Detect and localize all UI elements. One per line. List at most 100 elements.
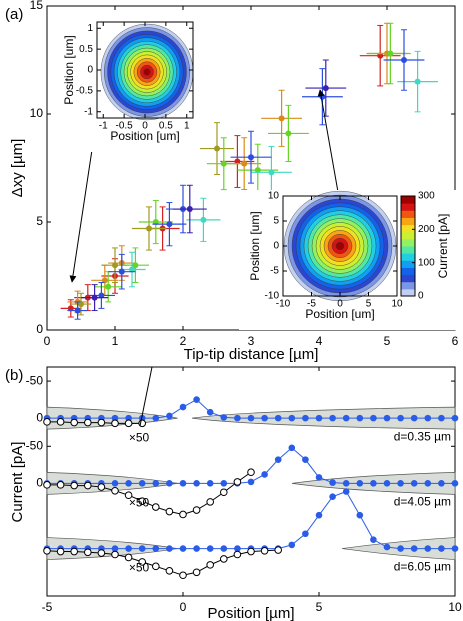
data-point <box>401 57 407 63</box>
x-axis-label: Position [µm] <box>207 605 294 621</box>
data-point <box>377 52 384 59</box>
x-tick-label: 5 <box>366 299 372 310</box>
trace-point <box>84 418 92 427</box>
trace-point <box>193 396 200 403</box>
trace-point <box>192 506 201 514</box>
trace-point <box>356 511 364 519</box>
y-tick-label: 1 <box>87 23 93 34</box>
trace-point <box>451 545 459 552</box>
trace-point <box>410 414 418 422</box>
trace-point <box>370 536 377 543</box>
x-axis-label: Position [um] <box>110 129 179 143</box>
data-point <box>101 277 108 284</box>
trace-point <box>233 550 242 559</box>
colorbar-swatch <box>401 224 415 233</box>
y-tick-label: 0 <box>87 65 93 76</box>
colorbar-swatch <box>401 260 415 268</box>
trace-point <box>111 419 119 428</box>
trace-point <box>234 545 241 552</box>
data-point <box>234 158 241 165</box>
panel-label: (b) <box>5 367 23 384</box>
y-tick-label: 10 <box>268 191 280 202</box>
data-point <box>152 219 159 225</box>
data-point <box>98 292 105 299</box>
trace-point <box>206 498 214 506</box>
x-axis-label: Position [um] <box>305 307 374 321</box>
y-axis-label: Δxy [µm] <box>9 139 26 198</box>
trace-point <box>125 480 132 487</box>
trace-point <box>111 414 119 422</box>
data-point <box>220 160 227 167</box>
trace-point <box>111 545 119 552</box>
trace-point <box>165 567 174 575</box>
colorbar-tick-label: 100 <box>418 257 435 268</box>
x-tick-label: -10 <box>276 299 291 310</box>
trace-point <box>302 530 309 538</box>
x-tick-label: 0 <box>180 600 187 614</box>
x-tick-label: 5 <box>384 334 391 348</box>
y-axis-label: Position [um] <box>62 35 76 104</box>
trace-point <box>424 414 432 422</box>
trace-point <box>84 548 92 557</box>
trace-point <box>138 545 146 552</box>
trace-point <box>125 545 132 552</box>
trace-point <box>206 561 214 569</box>
y-axis-label: Current [pA] <box>9 442 26 523</box>
y-tick-label: 10 <box>30 106 44 120</box>
trace-point <box>302 414 309 422</box>
y-tick-label: -10 <box>265 291 280 302</box>
trace-point <box>370 414 377 422</box>
trace-point <box>220 414 228 421</box>
trace-point <box>111 550 119 559</box>
data-point <box>67 305 74 312</box>
data-point <box>166 221 173 228</box>
colorbar-tick-label: 200 <box>418 224 435 235</box>
trace-point <box>124 491 133 500</box>
trace-point <box>274 456 282 463</box>
colorbar-label: Current [pA] <box>436 214 450 279</box>
trace-line <box>47 471 252 515</box>
data-point <box>241 160 248 167</box>
y-tick-label: 0 <box>36 476 43 490</box>
trace-point <box>329 493 336 500</box>
x-tick-label: -5 <box>307 299 316 310</box>
trace-point <box>192 568 201 577</box>
trace-point <box>70 547 78 556</box>
data-point <box>414 78 421 85</box>
colorbar-tick-label: 0 <box>418 291 424 302</box>
data-point <box>254 167 261 174</box>
trace-point <box>97 549 106 557</box>
trace-point <box>220 555 228 563</box>
trace-point <box>383 480 391 487</box>
data-point <box>319 93 326 100</box>
trace-point <box>342 414 350 422</box>
x-tick-label: 5 <box>316 600 323 614</box>
x-tick-label: 4 <box>316 334 323 348</box>
colorbar-swatch <box>401 196 415 204</box>
x-tick-label: 6 <box>452 334 459 348</box>
y-tick-label: 5 <box>36 214 43 228</box>
trace-point <box>138 414 146 422</box>
trace-point <box>397 545 404 552</box>
trace-point <box>111 480 119 487</box>
trace-point <box>220 488 228 497</box>
trace-point <box>43 481 51 489</box>
trace-point <box>138 558 146 566</box>
trace-point <box>356 480 364 487</box>
x-tick-label: -1 <box>99 121 108 132</box>
colorbar-swatch <box>401 210 415 218</box>
trace-point <box>329 479 336 486</box>
colorbar-swatch <box>401 246 415 254</box>
trace-point <box>274 414 282 422</box>
trace-point <box>206 480 214 487</box>
colorbar-swatch <box>401 281 415 290</box>
data-point <box>200 216 207 223</box>
y-tick-label: 0 <box>273 241 279 252</box>
y-tick-label: -50 <box>26 438 44 452</box>
data-point <box>74 307 81 314</box>
trace-point <box>193 480 200 487</box>
trace-point <box>383 414 391 422</box>
colorbar-swatch <box>401 288 415 297</box>
